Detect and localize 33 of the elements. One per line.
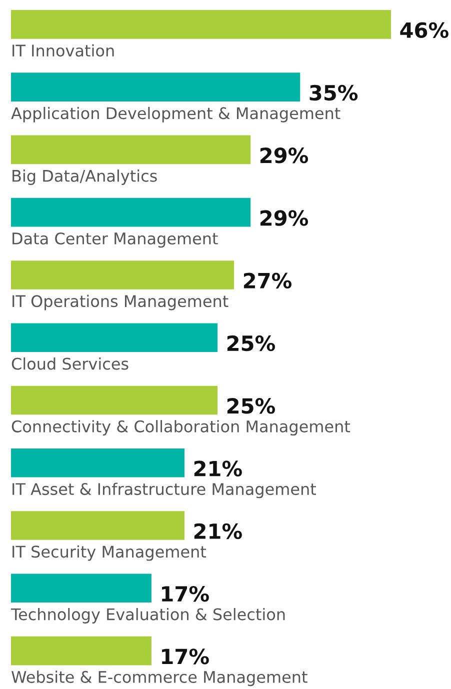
- y-tick-label: Data Center Management: [12, 232, 218, 248]
- data-label: 29%: [260, 148, 308, 164]
- y-tick-label: IT Security Management: [12, 545, 206, 561]
- bar: [11, 10, 391, 39]
- data-label: 27%: [244, 272, 292, 289]
- bar: [11, 511, 184, 540]
- bar: [11, 260, 234, 290]
- bar: [11, 198, 251, 227]
- data-label: 17%: [162, 586, 209, 602]
- data-label: 46%: [400, 22, 448, 38]
- y-tick-label: Big Data/Analytics: [12, 170, 157, 185]
- y-tick-label: Connectivity & Collaboration Management: [12, 420, 350, 436]
- data-label: 21%: [194, 523, 242, 540]
- bar: [11, 323, 218, 352]
- data-label: 29%: [260, 210, 308, 226]
- y-tick-label: Website & E-commerce Management: [12, 670, 308, 686]
- bar: [11, 636, 152, 666]
- bar: [11, 72, 300, 102]
- data-label: 35%: [310, 84, 358, 101]
- y-tick-label: Cloud Services: [12, 357, 128, 370]
- y-tick-label: Technology Evaluation & Selection: [10, 608, 285, 624]
- bar: [11, 574, 152, 603]
- y-tick-label: IT Operations Management: [12, 294, 228, 310]
- data-label: 25%: [227, 335, 275, 352]
- data-label: 17%: [162, 648, 209, 664]
- bar: [11, 135, 251, 164]
- y-tick-label: Application Development & Management: [11, 106, 340, 122]
- data-label: 25%: [227, 398, 275, 414]
- data-label: 21%: [194, 460, 242, 476]
- y-tick-label: IT Innovation: [12, 44, 114, 57]
- bar: [11, 386, 218, 415]
- bar: [11, 448, 184, 478]
- y-tick-label: IT Asset & Infrastructure Management: [12, 482, 316, 498]
